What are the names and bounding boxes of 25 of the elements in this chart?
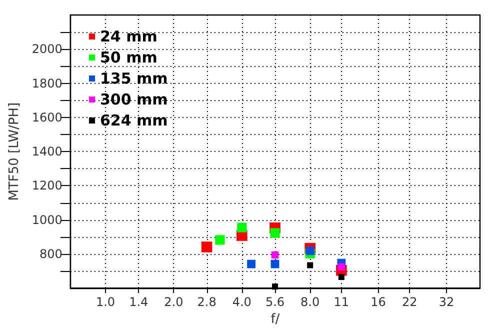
x-tick-label: 32 [438,295,454,310]
y-tick-label: 800 [40,246,62,261]
x-tick-label: 11 [334,295,350,310]
x-tick-label: 2.8 [197,295,216,310]
legend-label: 24 mm [100,28,158,46]
y-tick-label: 1400 [32,144,62,159]
y-tick-label: 1800 [32,76,62,90]
x-tick-label: 2.0 [164,295,184,310]
legend-label: 300 mm [100,90,168,108]
x-tick-label: 16 [370,295,386,310]
legend-label: 50 mm [100,48,158,66]
x-tick-label: 4.0 [232,295,252,310]
y-tick-label: 1200 [32,178,62,193]
x-tick-label: 1.0 [96,295,116,310]
x-tick-label: 22 [402,295,418,310]
legend-label: 135 mm [100,70,168,88]
x-tick-label: 5.6 [265,295,285,310]
y-tick-label: 2000 [32,42,62,56]
legend-label: 624 mm [100,112,168,130]
y-tick-label: 1600 [32,110,62,124]
x-tick-label: 1.4 [129,295,148,310]
y-axis-title: MTF50 [LW/PH] [7,102,22,201]
x-axis-title: f/ [270,312,280,327]
x-tick-label: 8.0 [300,295,320,310]
y-tick-label: 1000 [32,212,62,227]
